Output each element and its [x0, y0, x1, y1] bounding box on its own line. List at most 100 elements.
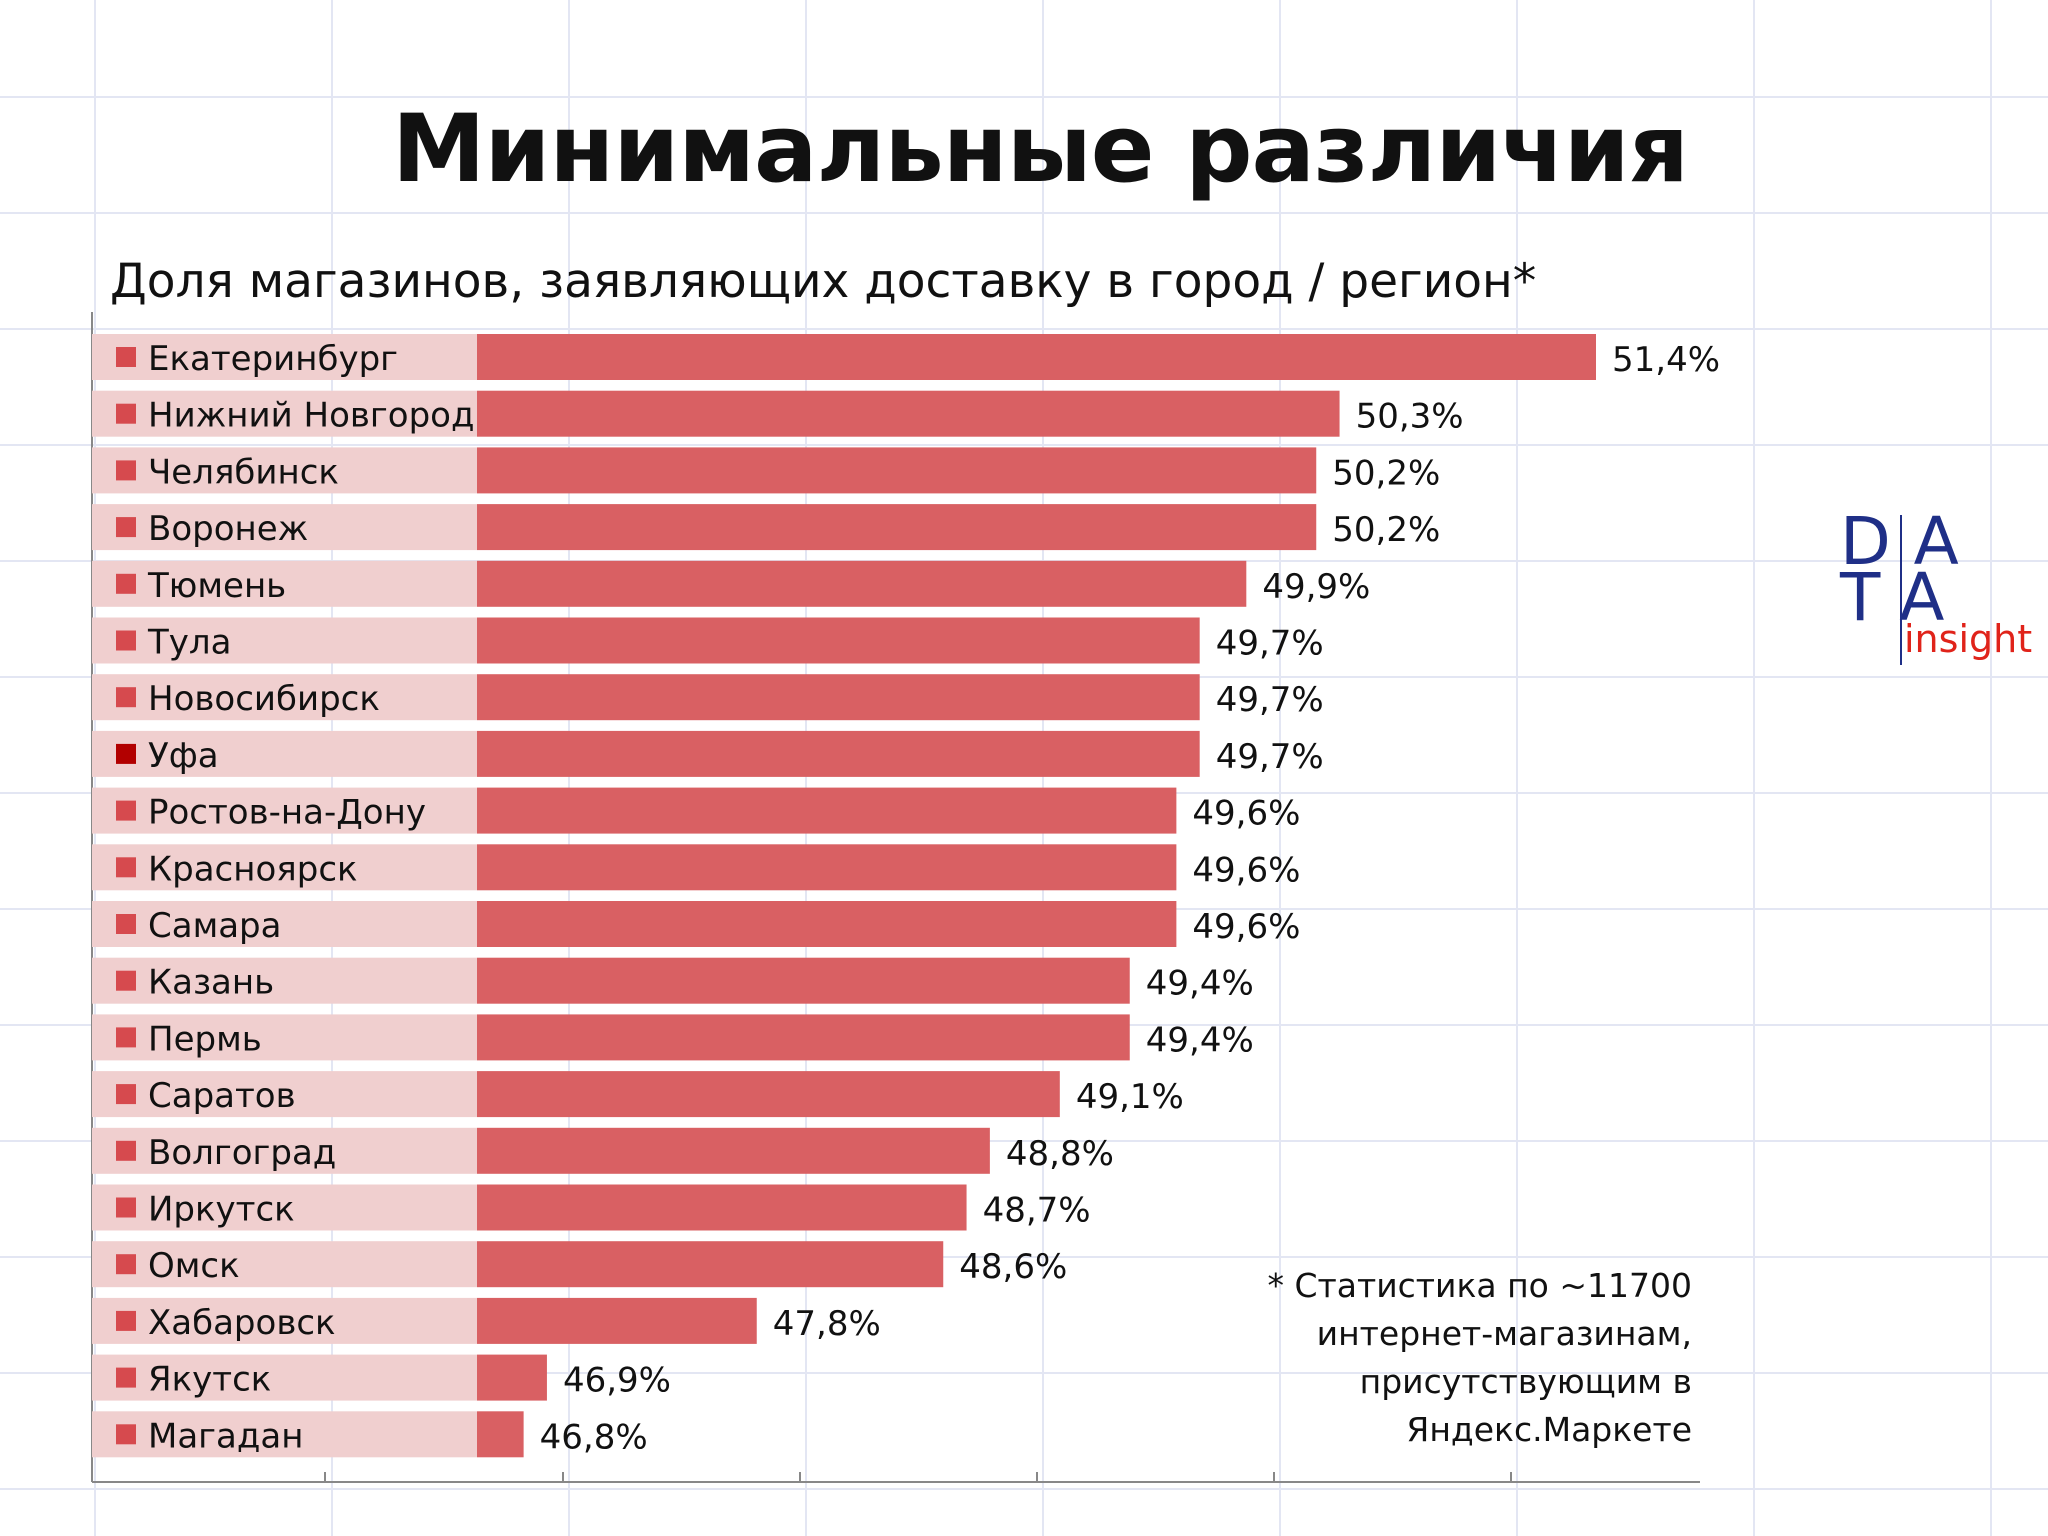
bar	[477, 844, 1177, 891]
category-label: Екатеринбург	[148, 339, 398, 379]
label-band	[92, 504, 477, 551]
value-label: 49,9%	[1262, 567, 1370, 607]
bar	[477, 1411, 524, 1458]
label-band	[92, 844, 477, 891]
category-marker	[116, 1254, 136, 1275]
bar-row: Пермь 49,4%	[92, 1014, 1254, 1061]
category-label: Нижний Новгород	[148, 396, 475, 436]
bar	[477, 730, 1200, 777]
label-band	[92, 390, 477, 437]
bar	[477, 447, 1317, 494]
bar	[477, 787, 1177, 834]
category-label: Хабаровск	[148, 1303, 336, 1343]
value-label: 49,7%	[1216, 624, 1324, 664]
bar	[477, 560, 1247, 607]
bar	[477, 390, 1340, 437]
value-label: 50,3%	[1356, 397, 1464, 437]
bar	[477, 901, 1177, 947]
logo-row-2: TA	[1840, 559, 1969, 636]
bar	[477, 334, 1596, 380]
category-marker	[116, 573, 136, 594]
category-marker	[116, 1084, 136, 1105]
category-label: Красноярск	[148, 849, 358, 889]
bar-row: Иркутск 48,7%	[92, 1184, 1091, 1231]
category-marker	[116, 800, 136, 821]
label-band	[92, 957, 477, 1004]
bar-row: Уфа 49,7%	[92, 730, 1324, 777]
category-marker	[116, 743, 136, 764]
category-label: Якутск	[148, 1360, 271, 1400]
bar	[477, 1071, 1060, 1118]
category-label: Новосибирск	[148, 679, 380, 719]
category-marker	[116, 1424, 136, 1445]
value-label: 49,7%	[1216, 737, 1324, 777]
bar-row: Волгоград 48,8%	[92, 1127, 1114, 1174]
bar	[477, 1241, 944, 1288]
category-marker	[116, 517, 136, 538]
category-label: Саратов	[148, 1076, 296, 1116]
value-label: 48,7%	[983, 1191, 1091, 1231]
bar-row: Казань 49,4%	[92, 957, 1254, 1004]
label-band	[92, 617, 477, 664]
value-label: 49,1%	[1076, 1077, 1184, 1117]
bar-row: Тюмень 49,9%	[92, 560, 1370, 607]
bar-row: Хабаровск 47,8%	[92, 1297, 881, 1344]
category-marker	[116, 1310, 136, 1331]
category-marker	[116, 1140, 136, 1161]
category-label: Волгоград	[148, 1133, 336, 1173]
label-band	[92, 1411, 477, 1458]
category-label: Челябинск	[148, 452, 339, 492]
label-band	[92, 1071, 477, 1118]
value-label: 49,6%	[1192, 794, 1300, 834]
label-band	[92, 787, 477, 834]
data-insight-logo: DA TA insight	[1840, 503, 2040, 665]
category-label: Тюмень	[147, 566, 286, 606]
logo-divider	[1900, 515, 1902, 665]
bar	[477, 504, 1317, 551]
label-band	[92, 1297, 477, 1344]
category-marker	[116, 630, 136, 651]
bar-row: Якутск 46,9%	[92, 1354, 671, 1401]
category-marker	[116, 1367, 136, 1388]
bar-row: Челябинск 50,2%	[92, 447, 1440, 494]
bar-row: Екатеринбург 51,4%	[92, 334, 1720, 380]
logo-insight: insight	[1904, 617, 2033, 661]
value-label: 50,2%	[1332, 510, 1440, 550]
bar	[477, 1014, 1130, 1061]
chart-subtitle: Доля магазинов, заявляющих доставку в го…	[110, 254, 1537, 309]
value-label: 49,4%	[1146, 1020, 1254, 1060]
category-label: Воронеж	[148, 509, 308, 549]
label-band	[92, 674, 477, 721]
label-band	[92, 334, 477, 380]
category-marker	[116, 857, 136, 878]
category-marker	[116, 1197, 136, 1218]
footnote: * Статистика по ~11700 интернет-магазина…	[1267, 1266, 1693, 1449]
bar	[477, 617, 1200, 664]
bar-row: Воронеж 50,2%	[92, 504, 1440, 551]
label-band	[92, 1184, 477, 1231]
category-label: Уфа	[148, 736, 219, 776]
label-band	[92, 447, 477, 494]
bar	[477, 1297, 757, 1344]
bar	[477, 1184, 967, 1231]
bar-row: Самара 49,6%	[92, 901, 1300, 947]
value-label: 49,4%	[1146, 964, 1254, 1004]
bar-row: Омск 48,6%	[92, 1241, 1067, 1288]
bar	[477, 957, 1130, 1004]
value-label: 48,6%	[959, 1247, 1067, 1287]
bar	[477, 674, 1200, 721]
value-label: 49,7%	[1216, 680, 1324, 720]
category-marker	[116, 1027, 136, 1048]
label-band	[92, 730, 477, 777]
category-marker	[116, 347, 136, 367]
category-marker	[116, 687, 136, 708]
category-label: Казань	[148, 963, 274, 1003]
category-label: Магадан	[148, 1416, 303, 1456]
value-label: 48,8%	[1006, 1134, 1114, 1174]
bar	[477, 1354, 547, 1401]
label-band	[92, 1014, 477, 1061]
bar-row: Тула 49,7%	[92, 617, 1324, 664]
label-band	[92, 1241, 477, 1288]
value-label: 49,6%	[1192, 907, 1300, 947]
